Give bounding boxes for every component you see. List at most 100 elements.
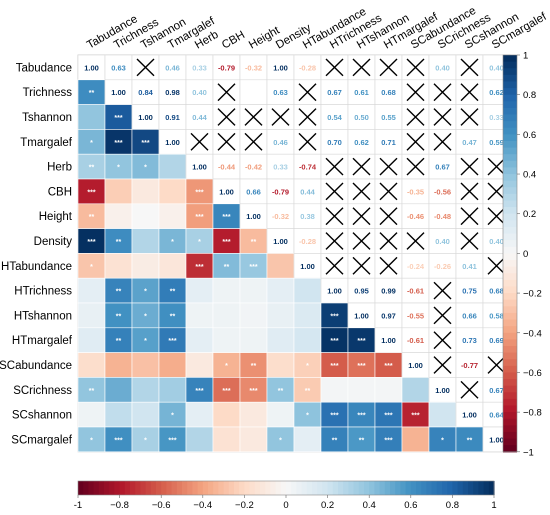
heatmap-cell xyxy=(374,426,403,453)
heatmap-cell-upper xyxy=(374,277,403,304)
cross-mark-icon xyxy=(460,58,479,77)
heatmap-cell xyxy=(212,401,241,428)
heatmap-cell xyxy=(104,129,133,155)
colorbar-segment xyxy=(218,481,225,495)
cross-mark-icon xyxy=(217,132,236,151)
colorbar-segment xyxy=(503,68,517,76)
colorbar-segment xyxy=(270,481,277,495)
heatmap-cell xyxy=(131,352,160,378)
cross-mark-icon xyxy=(460,207,479,226)
correlation-value: -0.46 xyxy=(407,212,424,221)
correlation-value: -0.79 xyxy=(272,187,289,196)
heatmap-cell xyxy=(131,178,160,205)
colorbar-segment xyxy=(503,266,517,274)
heatmap-cell xyxy=(185,352,214,378)
colorbar-segment xyxy=(322,481,329,495)
correlation-value: 0.40 xyxy=(489,63,504,72)
colorbar-segment xyxy=(395,481,401,495)
correlation-value: 0.61 xyxy=(354,88,369,97)
colorbar-segment xyxy=(503,174,517,182)
heatmap-cell xyxy=(185,426,214,453)
correlation-value: 1.00 xyxy=(246,212,261,221)
correlation-value: 0.44 xyxy=(192,113,207,122)
correlation-value: 0.33 xyxy=(489,113,504,122)
heatmap-cell-upper xyxy=(320,253,349,279)
colorbar-segment xyxy=(280,481,287,495)
correlation-value: 1.00 xyxy=(111,88,126,97)
significance-stars: *** xyxy=(195,189,203,196)
heatmap-cell xyxy=(266,253,295,279)
colorbar-segment xyxy=(478,481,485,495)
colorbar-segment xyxy=(503,312,517,321)
correlation-value: 1.00 xyxy=(273,237,288,246)
colorbar-segment xyxy=(88,481,95,495)
colorbar-segment xyxy=(296,481,303,495)
heatmap-cell xyxy=(77,253,106,279)
correlation-value: -0.26 xyxy=(434,262,451,271)
row-label: HTrichness xyxy=(14,286,72,298)
heatmap-cell xyxy=(104,426,133,453)
correlation-value: 1.00 xyxy=(462,411,477,420)
cross-mark-icon xyxy=(433,356,452,374)
correlation-value: 0.40 xyxy=(192,88,207,97)
significance-stars: *** xyxy=(87,239,95,246)
significance-stars: *** xyxy=(357,413,365,420)
colorbar-segment xyxy=(503,193,517,202)
cross-mark-icon xyxy=(460,83,479,102)
colorbar-tick-label: −0.2 xyxy=(235,500,254,511)
heatmap-cell xyxy=(77,401,106,428)
colorbar-segment xyxy=(503,107,517,116)
colorbar-segment xyxy=(442,481,448,495)
heatmap-cell xyxy=(320,426,349,453)
significance-stars: ** xyxy=(170,289,176,296)
correlation-value: -0.77 xyxy=(461,361,478,370)
significance-stars: * xyxy=(306,413,309,420)
colorbar-segment xyxy=(135,481,141,495)
significance-stars: *** xyxy=(168,437,176,444)
significance-stars: * xyxy=(441,437,444,444)
cross-mark-icon xyxy=(433,132,452,151)
significance-stars: * xyxy=(90,437,93,444)
significance-stars: ** xyxy=(359,437,365,444)
correlation-value: 0.50 xyxy=(354,113,369,122)
heatmap-cell-upper xyxy=(401,253,430,279)
significance-stars: *** xyxy=(195,264,203,271)
colorbar-segment xyxy=(312,481,318,495)
colorbar-segment xyxy=(503,81,517,89)
cross-mark-icon xyxy=(325,256,344,275)
correlation-value: 0.84 xyxy=(138,88,153,97)
heatmap-cell-upper xyxy=(401,178,430,205)
colorbar-segment xyxy=(503,299,517,307)
heatmap-cell xyxy=(266,277,295,304)
colorbar-segment xyxy=(503,101,517,109)
cross-mark-icon xyxy=(325,157,344,176)
heatmap-cell xyxy=(374,377,403,403)
colorbar-segment xyxy=(332,481,339,495)
correlation-value: 0.54 xyxy=(327,113,342,122)
colorbar-tick-label: 0.4 xyxy=(523,170,536,181)
heatmap-cell-upper xyxy=(455,302,484,329)
significance-stars: ** xyxy=(116,338,122,345)
correlation-value: -0.32 xyxy=(272,212,289,221)
colorbar-segment xyxy=(176,481,183,495)
correlation-value: 1.00 xyxy=(381,336,396,345)
heatmap-cell xyxy=(239,352,268,378)
correlation-value: 0.58 xyxy=(489,311,504,320)
correlation-value: 0.33 xyxy=(273,163,288,172)
significance-stars: *** xyxy=(249,264,257,271)
colorbar-segment xyxy=(379,481,386,495)
colorbar-tick-label: 1 xyxy=(491,500,496,511)
significance-stars: *** xyxy=(195,214,203,221)
cross-mark-icon xyxy=(487,207,506,226)
colorbar-segment xyxy=(503,134,517,142)
significance-stars: ** xyxy=(89,388,95,395)
correlation-value: 0.59 xyxy=(489,138,504,147)
colorbar-segment xyxy=(503,140,517,149)
correlation-value: 0.44 xyxy=(300,187,315,196)
cross-mark-icon xyxy=(271,108,290,126)
heatmap-cell-upper xyxy=(266,228,295,254)
heatmap-cell xyxy=(266,426,295,453)
colorbar-segment xyxy=(213,481,219,495)
heatmap-cell-upper xyxy=(347,79,376,105)
heatmap-cell-upper xyxy=(428,253,457,279)
